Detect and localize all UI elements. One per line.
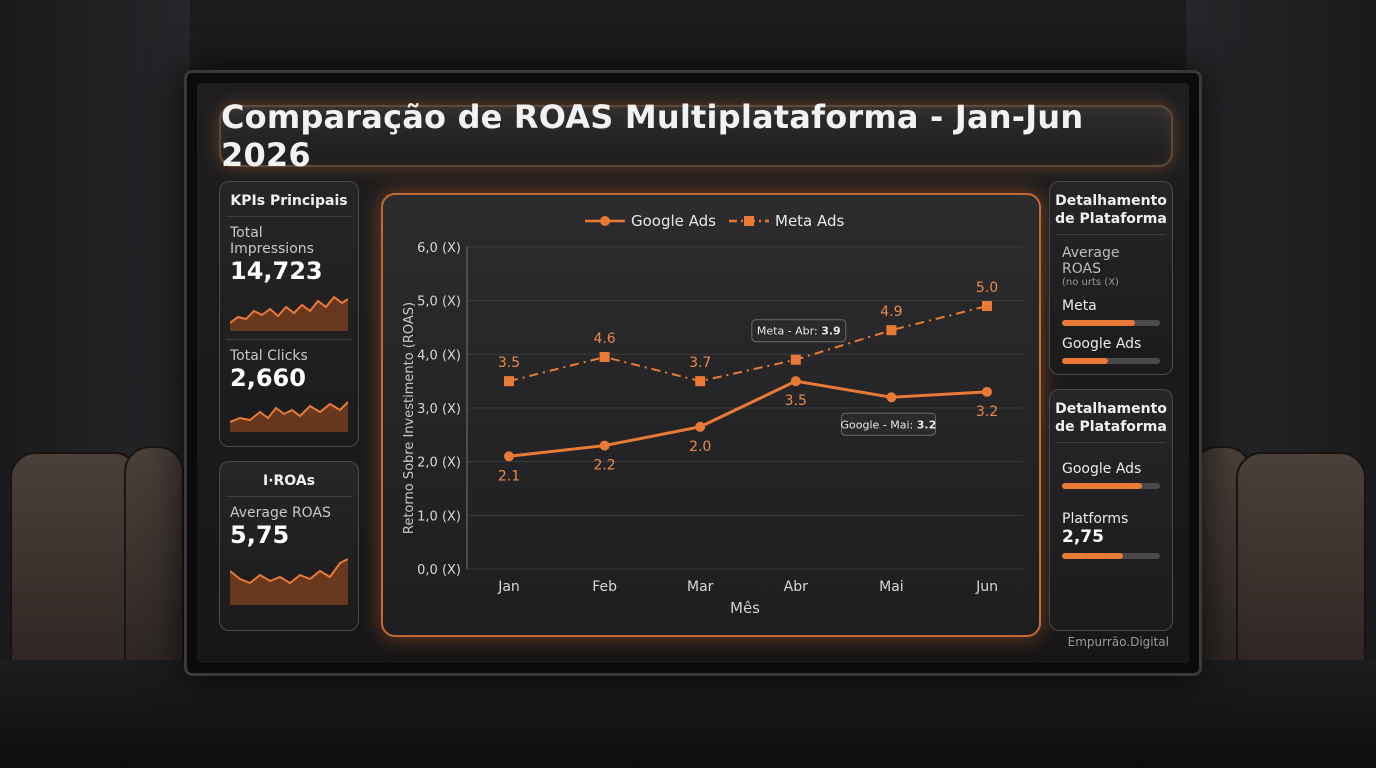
roas-chart-card: 0,0 (X) 1,0 (X) 2,0 (X) 3,0 (X) 4,0 (X) 5,0 (… bbox=[381, 193, 1041, 637]
impressions-sparkline bbox=[230, 295, 348, 331]
data-label: 4.6 bbox=[593, 331, 615, 347]
average-roas-value: 5,75 bbox=[230, 521, 290, 549]
display-monitor: Comparação de ROAS Multiplataforma - Jan… bbox=[184, 70, 1202, 676]
data-point-0 bbox=[982, 386, 992, 397]
data-point-0 bbox=[886, 392, 897, 403]
office-chair-left bbox=[10, 452, 140, 682]
series-line-1 bbox=[508, 305, 988, 383]
data-point-0 bbox=[504, 451, 514, 462]
y-tick-label: 2,0 (X) bbox=[417, 456, 461, 471]
data-point-1 bbox=[599, 352, 610, 363]
detail2-platforms-fill bbox=[1062, 553, 1123, 559]
y-tick-label: 5,0 (X) bbox=[417, 295, 461, 310]
y-axis-label: Retorno Sobre Investimento (ROAS) bbox=[402, 302, 417, 534]
kpi-card-title: KPIs Principais bbox=[230, 193, 348, 209]
x-tick-label: Abr bbox=[784, 579, 808, 595]
platform-detail-card-2: Detalhamento de Plataforma Google Ads Pl… bbox=[1049, 389, 1173, 631]
roas-line-chart: 0,0 (X) 1,0 (X) 2,0 (X) 3,0 (X) 4,0 (X) 5,0 (… bbox=[402, 212, 1023, 617]
legend-label-0: Google Ads bbox=[631, 212, 716, 230]
kpi-card: KPIs Principais Total Impressions 14,723… bbox=[219, 181, 359, 447]
divider bbox=[226, 339, 352, 340]
detail2-google-fill bbox=[1062, 483, 1143, 489]
google-progress-track bbox=[1062, 358, 1160, 364]
x-tick-label: Mar bbox=[687, 579, 714, 595]
clicks-label: Total Clicks bbox=[230, 348, 308, 364]
dashboard-title: Comparação de ROAS Multiplataforma - Jan… bbox=[221, 98, 1084, 174]
divider bbox=[226, 216, 352, 217]
office-chair-left-back bbox=[124, 446, 184, 676]
detail2-platforms-track bbox=[1062, 553, 1160, 559]
detail-card-title: Detalhamento de Plataforma bbox=[1055, 193, 1167, 227]
x-axis-label: Mês bbox=[730, 599, 760, 617]
roas-card: I·ROAs Average ROAS 5,75 bbox=[219, 461, 359, 631]
detail-units-note: (no urts (X) bbox=[1062, 277, 1119, 288]
conference-table bbox=[0, 660, 1376, 768]
data-label: 5.0 bbox=[976, 280, 998, 296]
impressions-value: 14,723 bbox=[230, 257, 323, 285]
data-point-1 bbox=[790, 354, 801, 365]
detail-google-label: Google Ads bbox=[1062, 336, 1142, 352]
y-tick-label: 0,0 (X) bbox=[417, 563, 461, 578]
tooltip-prefix: Meta - Abr: bbox=[757, 325, 821, 338]
y-tick-label: 3,0 (X) bbox=[417, 402, 461, 417]
tooltip-text: Meta - Abr: 3.9 bbox=[757, 325, 841, 338]
data-label: 3.7 bbox=[689, 355, 711, 371]
data-label: 2.0 bbox=[689, 439, 711, 455]
x-tick-label: Mai bbox=[879, 579, 904, 595]
x-tick-label: Jan bbox=[497, 579, 520, 595]
detail-meta-label: Meta bbox=[1062, 298, 1097, 314]
tooltip-value: 3.9 bbox=[821, 325, 841, 338]
google-progress-fill bbox=[1062, 358, 1109, 364]
average-roas-label: Average ROAS bbox=[230, 505, 331, 521]
data-label: 3.2 bbox=[976, 404, 998, 420]
y-tick-label: 6,0 (X) bbox=[417, 241, 461, 256]
detail2-google-track bbox=[1062, 483, 1160, 489]
platform-detail-card-1: Detalhamento de Plataforma Average ROAS … bbox=[1049, 181, 1173, 375]
data-label: 2.1 bbox=[498, 468, 520, 484]
data-point-1 bbox=[504, 376, 514, 387]
data-point-0 bbox=[695, 421, 706, 432]
tooltip-box bbox=[840, 412, 936, 436]
impressions-label: Total Impressions bbox=[230, 225, 314, 257]
roas-sparkline bbox=[230, 558, 348, 605]
divider bbox=[1056, 234, 1166, 235]
detail2-google-label: Google Ads bbox=[1062, 461, 1142, 477]
x-tick-label: Jun bbox=[975, 579, 998, 595]
tooltip-box bbox=[751, 319, 847, 343]
data-label: 4.9 bbox=[880, 304, 902, 320]
detail-card-title: Detalhamento de Plataforma bbox=[1055, 401, 1167, 435]
y-tick-label: 4,0 (X) bbox=[417, 348, 461, 363]
detail2-platforms-value: 2,75 bbox=[1062, 527, 1104, 547]
y-tick-label: 1,0 (X) bbox=[417, 509, 461, 524]
data-label: 3.5 bbox=[785, 393, 807, 409]
divider bbox=[1056, 442, 1166, 443]
legend-marker-1 bbox=[744, 216, 754, 226]
meta-progress-track bbox=[1062, 320, 1160, 326]
tooltip-text: Google - Mai: 3.2 bbox=[841, 418, 937, 431]
data-point-0 bbox=[599, 440, 610, 451]
tooltip-prefix: Google - Mai: bbox=[841, 418, 917, 431]
roas-card-title: I·ROAs bbox=[262, 473, 315, 489]
divider bbox=[226, 496, 352, 497]
data-point-0 bbox=[790, 376, 801, 387]
series-line-0 bbox=[508, 379, 988, 458]
dashboard-screen: Comparação de ROAS Multiplataforma - Jan… bbox=[197, 83, 1189, 663]
data-point-1 bbox=[982, 301, 992, 312]
data-label: 3.5 bbox=[498, 355, 520, 371]
x-tick-label: Feb bbox=[592, 579, 617, 595]
data-point-1 bbox=[695, 376, 706, 387]
data-point-1 bbox=[886, 325, 897, 336]
detail2-platforms-label: Platforms bbox=[1062, 511, 1129, 527]
office-chair-right bbox=[1236, 452, 1366, 682]
legend-label-1: Meta Ads bbox=[775, 212, 845, 230]
clicks-sparkline bbox=[230, 401, 348, 432]
data-label: 2.2 bbox=[593, 458, 615, 474]
clicks-value: 2,660 bbox=[230, 364, 306, 392]
tooltip-value: 3.2 bbox=[917, 418, 937, 431]
title-bar: Comparação de ROAS Multiplataforma - Jan… bbox=[219, 98, 1173, 174]
legend-marker-0 bbox=[600, 216, 610, 226]
detail-average-roas-label: Average ROAS bbox=[1062, 245, 1120, 277]
meta-progress-fill bbox=[1062, 320, 1135, 326]
brand-footer: Empurrão.Digital bbox=[1067, 635, 1169, 649]
